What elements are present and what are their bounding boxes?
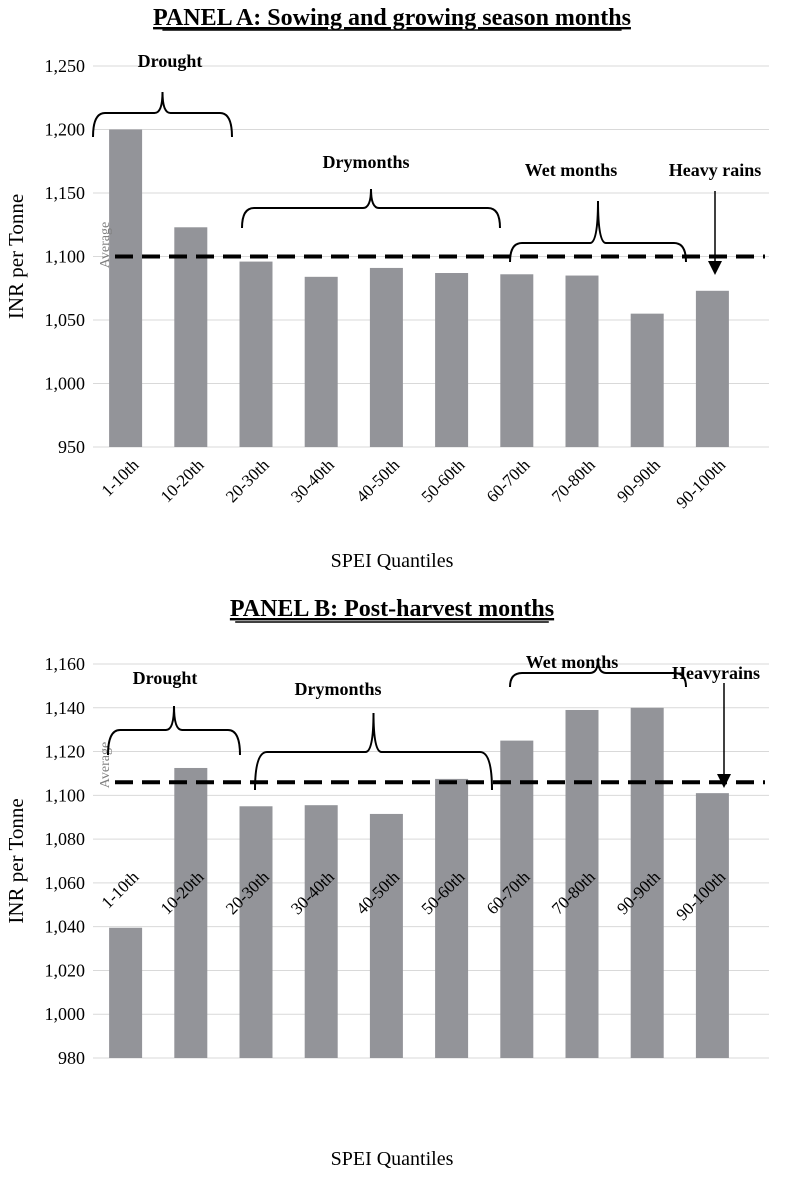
bar bbox=[630, 707, 664, 1058]
y-tick-label: 1,000 bbox=[45, 1004, 86, 1024]
bar bbox=[239, 806, 273, 1058]
y-tick-label: 1,160 bbox=[45, 654, 86, 674]
bar bbox=[435, 273, 469, 447]
arrow-head bbox=[708, 261, 722, 275]
x-tick-label: 50-60th bbox=[418, 455, 469, 506]
annotation-label: Heavy rains bbox=[669, 160, 762, 180]
annotation-label: Drymonths bbox=[294, 679, 381, 699]
chart-title: PANEL A: Sowing and growing season month… bbox=[153, 5, 631, 31]
y-tick-label: 1,150 bbox=[45, 183, 86, 203]
bar bbox=[174, 227, 208, 447]
annotation-label: Wet months bbox=[526, 652, 619, 672]
y-tick-label: 1,000 bbox=[45, 374, 86, 394]
y-tick-label: 1,040 bbox=[45, 917, 86, 937]
x-tick-label: 40-50th bbox=[352, 455, 403, 506]
panel-b: PANEL B: Post-harvest months 980 1,000 1,02… bbox=[4, 596, 769, 1170]
bar bbox=[109, 129, 143, 447]
x-tick-label: 60-70th bbox=[483, 455, 534, 506]
annotation-brace bbox=[509, 658, 687, 688]
x-tick-label: 70-80th bbox=[548, 455, 599, 506]
x-axis-label: SPEI Quantiles bbox=[331, 550, 454, 572]
y-tick-label: 1,080 bbox=[45, 829, 86, 849]
x-tick-label: 30-40th bbox=[287, 455, 338, 506]
y-axis-label: INR per Tonne bbox=[4, 194, 28, 319]
bar bbox=[500, 274, 534, 447]
annotation-brace bbox=[107, 705, 241, 756]
bar bbox=[369, 813, 403, 1058]
bar bbox=[565, 275, 599, 447]
y-tick-label: 1,020 bbox=[45, 960, 86, 980]
bar bbox=[435, 778, 469, 1058]
y-tick-label: 980 bbox=[58, 1048, 85, 1068]
bar bbox=[239, 261, 273, 447]
annotation-label: Heavyrains bbox=[672, 663, 760, 683]
x-tick-label: 20-30th bbox=[222, 455, 273, 506]
bar bbox=[695, 793, 729, 1058]
x-tick-label: 90-90th bbox=[613, 455, 664, 506]
bar bbox=[174, 767, 208, 1058]
average-label: Average bbox=[98, 742, 113, 788]
y-tick-label: 1,100 bbox=[45, 785, 86, 805]
arrow-head bbox=[717, 774, 731, 788]
bar bbox=[695, 290, 729, 447]
x-tick-label: 1-10th bbox=[98, 867, 143, 912]
x-tick-label: 10-20th bbox=[157, 455, 208, 506]
annotation-brace bbox=[254, 712, 493, 791]
annotation-brace bbox=[241, 188, 501, 229]
bar bbox=[500, 740, 534, 1058]
panel-a: PANEL A: Sowing and growing season month… bbox=[4, 5, 769, 572]
annotation-label: Drymonths bbox=[322, 152, 409, 172]
y-tick-label: 1,140 bbox=[45, 698, 86, 718]
y-axis-label: INR per Tonne bbox=[4, 798, 28, 923]
y-tick-label: 1,050 bbox=[45, 310, 86, 330]
bar bbox=[565, 709, 599, 1058]
y-tick-label: 1,100 bbox=[45, 247, 86, 267]
y-tick-label: 1,120 bbox=[45, 742, 86, 762]
x-tick-label: 1-10th bbox=[98, 455, 143, 500]
y-tick-label: 1,060 bbox=[45, 873, 86, 893]
y-tick-label: 1,250 bbox=[45, 56, 86, 76]
bar bbox=[304, 276, 338, 447]
bar bbox=[630, 313, 664, 447]
chart-title: PANEL B: Post-harvest months bbox=[230, 596, 554, 622]
average-label: Average bbox=[98, 222, 113, 268]
annotation-label: Wet months bbox=[525, 160, 618, 180]
x-axis-label: SPEI Quantiles bbox=[331, 1148, 454, 1170]
x-tick-label: 90-100th bbox=[672, 455, 729, 512]
annotation-label: Drought bbox=[138, 51, 203, 71]
bar bbox=[109, 927, 143, 1058]
bar bbox=[304, 805, 338, 1058]
bar bbox=[369, 267, 403, 447]
y-tick-label: 1,200 bbox=[45, 120, 86, 140]
y-tick-label: 950 bbox=[58, 437, 85, 457]
annotation-brace bbox=[509, 200, 687, 263]
annotation-label: Drought bbox=[133, 668, 198, 688]
annotation-brace bbox=[92, 91, 233, 138]
